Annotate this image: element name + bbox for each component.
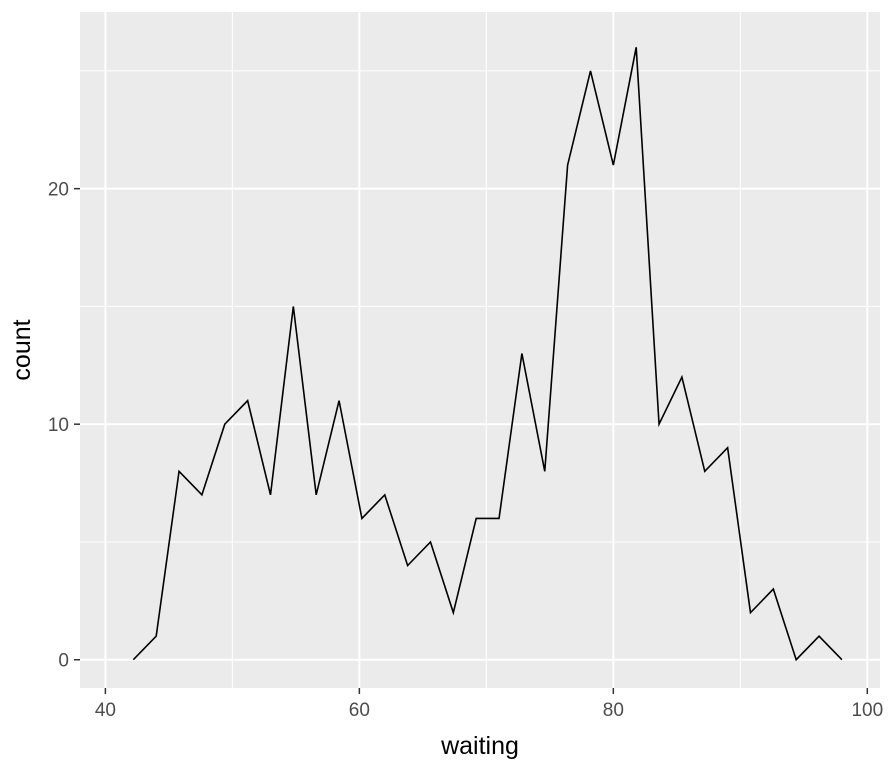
x-axis: 40 60 80 100 <box>95 688 883 721</box>
count-line <box>132 47 843 662</box>
y-axis-title: count <box>8 319 36 380</box>
x-tick-label: 40 <box>95 700 116 721</box>
y-tick-label: 20 <box>48 180 69 201</box>
y-axis: 0 10 20 <box>48 180 80 672</box>
minor-gridlines <box>80 12 880 688</box>
x-axis-title: waiting <box>440 732 519 760</box>
y-tick-label: 0 <box>58 651 69 672</box>
x-tick-label: 80 <box>603 700 624 721</box>
plot-panel <box>80 12 880 688</box>
x-tick-label: 100 <box>851 700 883 721</box>
x-tick-label: 60 <box>349 700 370 721</box>
major-gridlines <box>80 12 880 688</box>
y-tick-label: 10 <box>48 415 69 436</box>
